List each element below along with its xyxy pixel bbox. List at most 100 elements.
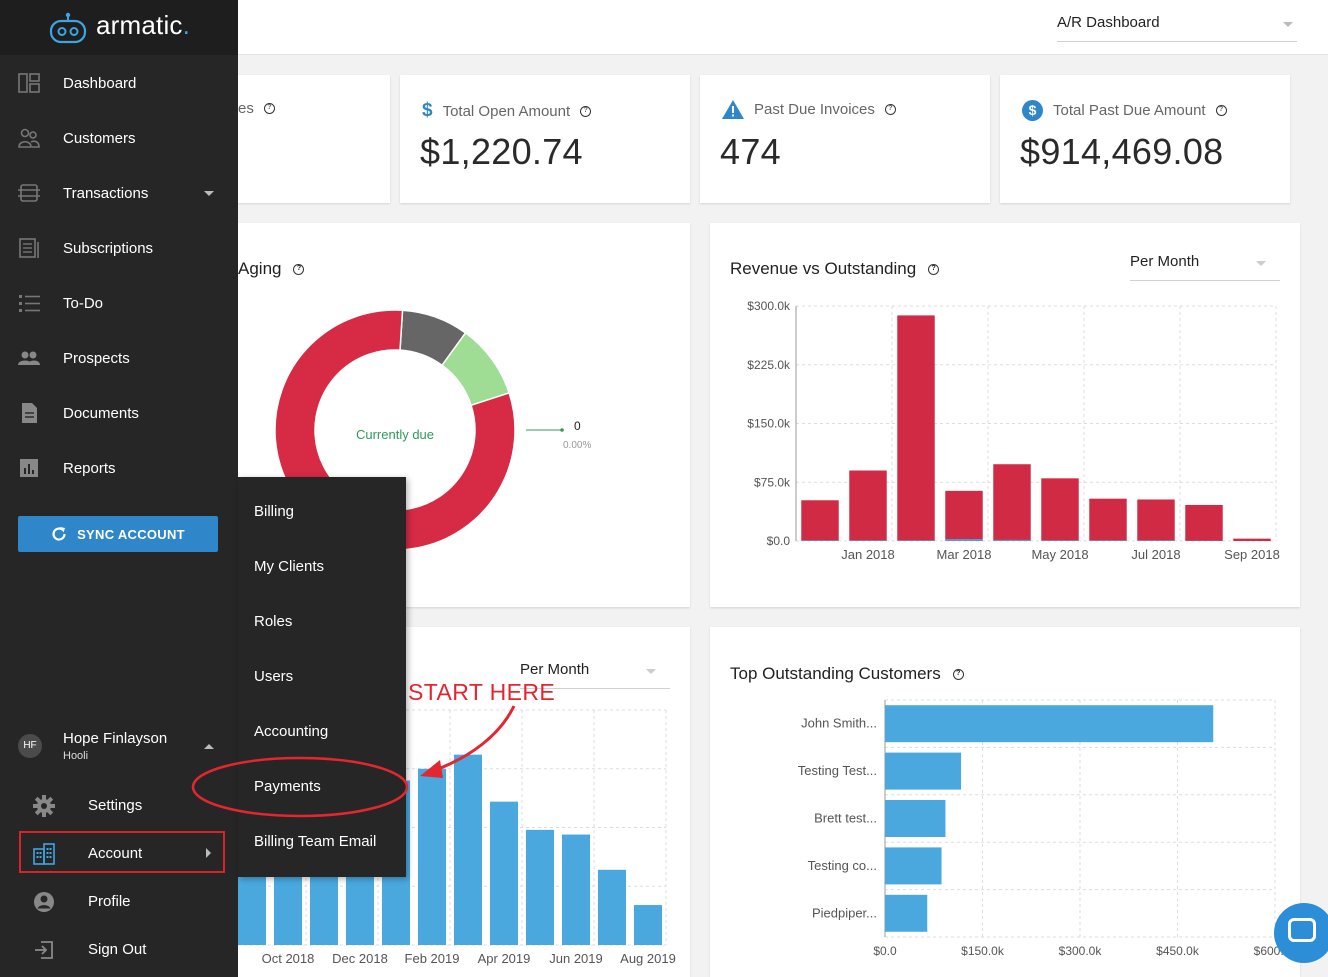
transactions-icon: [18, 184, 40, 202]
help-icon[interactable]: ?: [1215, 105, 1227, 116]
menu-item-label: Roles: [254, 613, 293, 630]
sidebar-item-label: Documents: [63, 405, 139, 422]
card-title: Aging: [238, 259, 282, 278]
dashboard-select-value: A/R Dashboard: [1057, 14, 1160, 31]
subscriptions-icon: [19, 238, 39, 258]
kpi-card-past-due-invoices: Past Due Invoices ? 474: [700, 75, 990, 203]
revenue-bar: [1137, 499, 1175, 541]
legend-percent: 0.00%: [563, 440, 591, 451]
sidebar-item-label: Sign Out: [88, 941, 147, 958]
y-tick-label: $150.0k: [747, 417, 791, 431]
account-menu-item-accounting[interactable]: Accounting: [238, 705, 406, 760]
help-icon[interactable]: ?: [952, 668, 964, 680]
sync-account-label: SYNC ACCOUNT: [77, 526, 185, 542]
chat-launcher-button[interactable]: [1274, 903, 1328, 963]
revenue-bar: [897, 315, 935, 541]
monthly-bar: [561, 834, 591, 945]
document-icon: [22, 403, 37, 423]
robot-logo-icon: [49, 12, 87, 44]
outstanding-bar: [801, 540, 839, 541]
account-menu-item-users[interactable]: Users: [238, 650, 406, 705]
user-menu[interactable]: HF Hope Finlayson Hooli: [0, 722, 238, 772]
menu-item-label: Users: [254, 668, 294, 685]
sidebar-item-label: Profile: [88, 893, 131, 910]
chevron-down-icon: [1256, 261, 1266, 266]
sidebar-item-sign-out[interactable]: Sign Out: [0, 926, 238, 974]
account-menu-item-billing[interactable]: Billing: [238, 485, 406, 540]
x-tick-label: Apr 2019: [478, 951, 531, 966]
x-tick-label: Oct 2018: [262, 951, 315, 966]
x-tick-label: Sep 2018: [1224, 547, 1280, 562]
x-tick-label: Jan 2018: [841, 547, 895, 562]
outstanding-bar: [993, 539, 1031, 541]
sidebar-item-label: Customers: [63, 130, 136, 147]
chat-icon: [1288, 918, 1316, 942]
account-menu-item-billing-team-email[interactable]: Billing Team Email: [238, 815, 406, 870]
dashboard-select[interactable]: A/R Dashboard: [1057, 14, 1297, 42]
help-icon[interactable]: ?: [263, 103, 275, 114]
sidebar-item-reports[interactable]: Reports: [0, 441, 238, 496]
outstanding-bar: [897, 540, 935, 541]
help-icon[interactable]: ?: [884, 104, 896, 115]
donut-center-label: Currently due: [356, 427, 434, 442]
kpi-label: Total Past Due Amount: [1053, 102, 1206, 119]
monthly-bar: [633, 905, 663, 945]
revenue-bar: [993, 464, 1031, 541]
logo[interactable]: armatic.: [0, 0, 238, 55]
sidebar-item-subscriptions[interactable]: Subscriptions: [0, 221, 238, 276]
kpi-label: Total Open Amount: [442, 102, 571, 120]
legend-dot: [560, 428, 564, 432]
x-tick-label: Dec 2018: [332, 951, 388, 966]
monthly-period-select[interactable]: Per Month: [520, 661, 670, 689]
sidebar-item-customers[interactable]: Customers: [0, 111, 238, 166]
kpi-card-total-past-due: $ Total Past Due Amount ? $914,469.08: [1000, 75, 1290, 203]
x-tick-label: May 2018: [1031, 547, 1088, 562]
sidebar-item-todo[interactable]: To-Do: [0, 276, 238, 331]
avatar: HF: [18, 734, 42, 758]
sidebar-item-dashboard[interactable]: Dashboard: [0, 56, 238, 111]
dashboard-icon: [18, 73, 40, 93]
customer-bar: [885, 800, 946, 837]
customer-label: Brett test...: [814, 811, 877, 826]
x-tick-label: Jun 2019: [549, 951, 603, 966]
sidebar-item-account[interactable]: Account: [0, 830, 238, 878]
dollar-icon: $: [422, 100, 433, 121]
account-menu-item-my-clients[interactable]: My Clients: [238, 540, 406, 595]
revenue-period-select[interactable]: Per Month: [1130, 253, 1280, 281]
monthly-bar: [453, 754, 483, 945]
account-menu-item-roles[interactable]: Roles: [238, 595, 406, 650]
kpi-value: $1,220.74: [420, 131, 583, 172]
sync-account-button[interactable]: SYNC ACCOUNT: [18, 516, 218, 552]
help-icon[interactable]: ?: [928, 263, 940, 275]
outstanding-bar: [849, 540, 887, 541]
customer-label: Piedpiper...: [812, 905, 877, 920]
sidebar-item-label: To-Do: [63, 295, 104, 312]
help-icon[interactable]: ?: [293, 263, 305, 275]
x-tick-label: Feb 2019: [405, 951, 460, 966]
sign-out-icon: [35, 941, 53, 959]
sidebar-item-profile[interactable]: Profile: [0, 878, 238, 926]
sidebar-item-settings[interactable]: Settings: [0, 782, 238, 830]
monthly-bar: [417, 768, 447, 945]
logo-text: armatic: [96, 10, 183, 40]
monthly-bar: [525, 829, 555, 945]
period-select-value: Per Month: [1130, 253, 1200, 270]
sidebar-item-label: Dashboard: [63, 75, 137, 92]
y-tick-label: $300.0k: [747, 299, 791, 313]
building-icon: [33, 843, 55, 865]
gear-icon: [33, 795, 55, 817]
sidebar-item-prospects[interactable]: Prospects: [0, 331, 238, 386]
chevron-down-icon: [1283, 22, 1293, 27]
refresh-icon: [52, 527, 66, 541]
sidebar-item-label: Prospects: [63, 350, 130, 367]
menu-item-label: Billing: [254, 503, 295, 520]
account-menu-item-payments[interactable]: Payments: [238, 760, 406, 815]
revenue-bar: [1185, 504, 1223, 541]
sidebar-item-transactions[interactable]: Transactions: [0, 166, 238, 221]
x-tick-label: $450.0k: [1156, 944, 1200, 958]
revenue-bar-chart: $0.0 $75.0k $150.0k $225.0k $300.0k Jan 2018 M…: [747, 299, 1280, 562]
help-icon[interactable]: ?: [580, 105, 592, 117]
logo-dot: .: [182, 10, 191, 40]
sidebar-item-documents[interactable]: Documents: [0, 386, 238, 441]
